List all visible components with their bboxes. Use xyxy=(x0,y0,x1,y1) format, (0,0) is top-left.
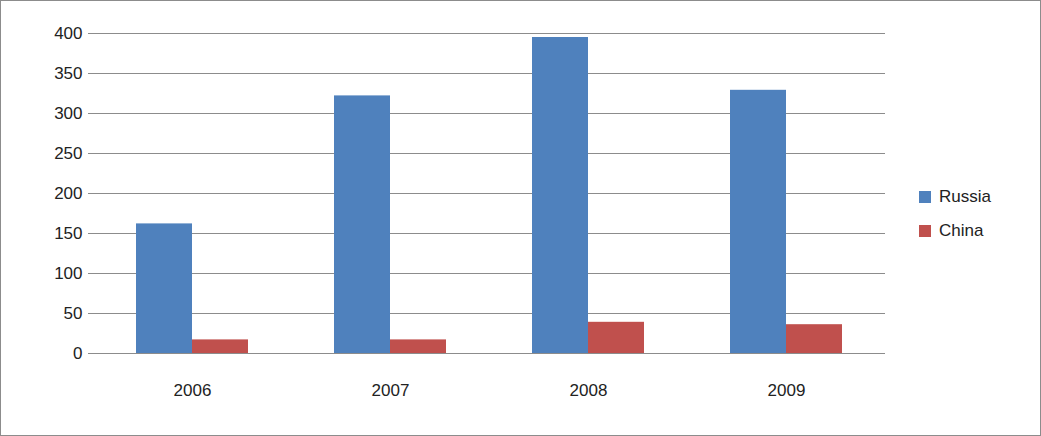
html-text:Russia: Russia xyxy=(939,187,991,206)
svg-text:0: 0 xyxy=(73,344,82,363)
svg-text:350: 350 xyxy=(54,64,82,83)
svg-text:2006: 2006 xyxy=(174,381,212,400)
svg-text:2009: 2009 xyxy=(768,381,806,400)
svg-text:300: 300 xyxy=(54,104,82,123)
svg-text:400: 400 xyxy=(54,24,82,43)
html-text:China: China xyxy=(939,221,984,240)
svg-text:100: 100 xyxy=(54,264,82,283)
svg-text:50: 50 xyxy=(64,304,83,323)
svg-text:2007: 2007 xyxy=(372,381,410,400)
svg-text:250: 250 xyxy=(54,144,82,163)
svg-text:200: 200 xyxy=(54,184,82,203)
svg-text:150: 150 xyxy=(54,224,82,243)
svg-text:2008: 2008 xyxy=(570,381,608,400)
